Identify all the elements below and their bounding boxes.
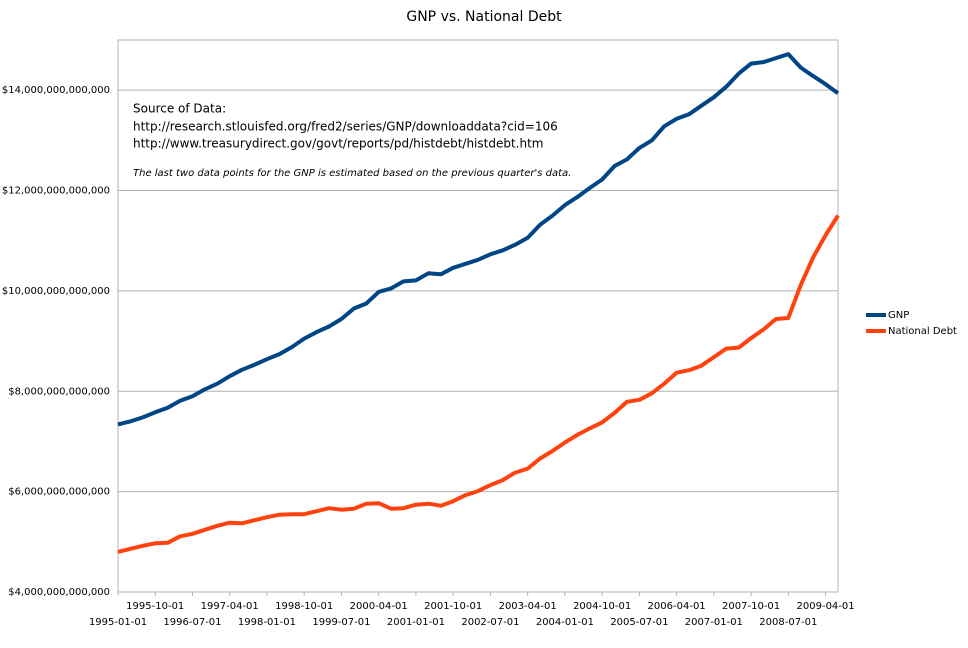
x-tick-label: 2002-07-01	[461, 617, 519, 628]
x-tick-label: 2001-10-01	[424, 601, 482, 612]
x-tick-label: 2009-04-01	[797, 601, 855, 612]
y-tick-label: $8,000,000,000,000	[8, 386, 110, 397]
y-tick-label: $4,000,000,000,000	[8, 587, 110, 598]
series-line	[117, 214, 840, 554]
x-tick-label: 2000-04-01	[350, 601, 408, 612]
x-tick-label: 2001-01-01	[387, 617, 445, 628]
legend-label: National Debt	[888, 326, 957, 337]
x-tick-label: 2007-01-01	[685, 617, 743, 628]
annotation: Source of Data:	[133, 102, 226, 116]
annotation: http://research.stlouisfed.org/fred2/ser…	[133, 120, 558, 134]
x-tick-label: 2004-01-01	[536, 617, 594, 628]
x-tick-label: 1995-10-01	[126, 601, 184, 612]
y-tick-label: $6,000,000,000,000	[8, 487, 110, 498]
x-tick-label: 1996-07-01	[163, 617, 221, 628]
legend-label: GNP	[888, 310, 909, 321]
series-line	[117, 52, 840, 427]
x-tick-label: 2003-04-01	[499, 601, 557, 612]
x-tick-label: 2004-10-01	[573, 601, 631, 612]
x-tick-label: 2007-10-01	[722, 601, 780, 612]
x-tick-label: 1995-01-01	[89, 617, 147, 628]
x-tick-label: 2005-07-01	[610, 617, 668, 628]
x-tick-label: 2008-07-01	[759, 617, 817, 628]
x-tick-label: 2006-04-01	[648, 601, 706, 612]
annotation: http://www.treasurydirect.gov/govt/repor…	[133, 137, 543, 151]
x-tick-label: 1997-04-01	[201, 601, 259, 612]
chart-title: GNP vs. National Debt	[406, 9, 562, 25]
x-tick-label: 1998-01-01	[238, 617, 296, 628]
x-tick-label: 1998-10-01	[275, 601, 333, 612]
y-tick-label: $12,000,000,000,000	[2, 186, 110, 197]
y-tick-label: $10,000,000,000,000	[2, 286, 110, 297]
y-tick-label: $14,000,000,000,000	[2, 85, 110, 96]
annotation: The last two data points for the GNP is …	[133, 168, 571, 179]
x-tick-label: 1999-07-01	[312, 617, 370, 628]
